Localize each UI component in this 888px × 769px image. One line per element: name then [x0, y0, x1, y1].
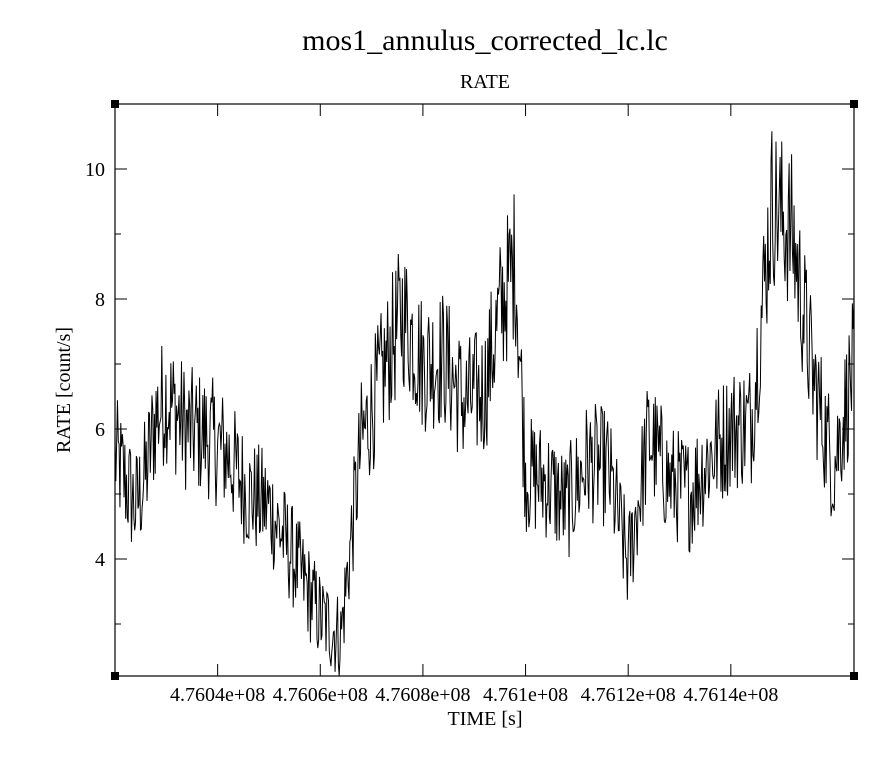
y-tick-label: 8 — [95, 289, 105, 311]
chart-title: mos1_annulus_corrected_lc.lc — [302, 24, 668, 57]
corner-marker-2 — [111, 672, 119, 680]
x-tick-label: 4.7604e+08 — [170, 684, 265, 706]
x-tick-label: 4.761e+08 — [483, 684, 568, 706]
x-tick-label: 4.7612e+08 — [581, 684, 676, 706]
x-tick-label: 4.7608e+08 — [375, 684, 470, 706]
plot-frame — [114, 103, 855, 677]
x-axis-label: TIME [s] — [448, 708, 523, 730]
x-axis-ticks: 4.7604e+08 4.7606e+08 4.7608e+08 4.761e+08 4… — [170, 104, 778, 706]
y-tick-label: 4 — [95, 549, 105, 571]
y-axis-label: RATE [count/s] — [53, 327, 75, 453]
y-tick-label: 10 — [85, 159, 105, 181]
corner-marker-3 — [850, 672, 858, 680]
x-tick-label: 4.7614e+08 — [683, 684, 778, 706]
series-layer — [114, 131, 855, 677]
y-axis-ticks: 4 6 8 10 — [85, 103, 854, 625]
y-tick-label: 6 — [95, 419, 105, 441]
series-line-0 — [114, 131, 855, 677]
x-tick-label: 4.7606e+08 — [273, 684, 368, 706]
chart-subtitle: RATE — [460, 71, 510, 93]
